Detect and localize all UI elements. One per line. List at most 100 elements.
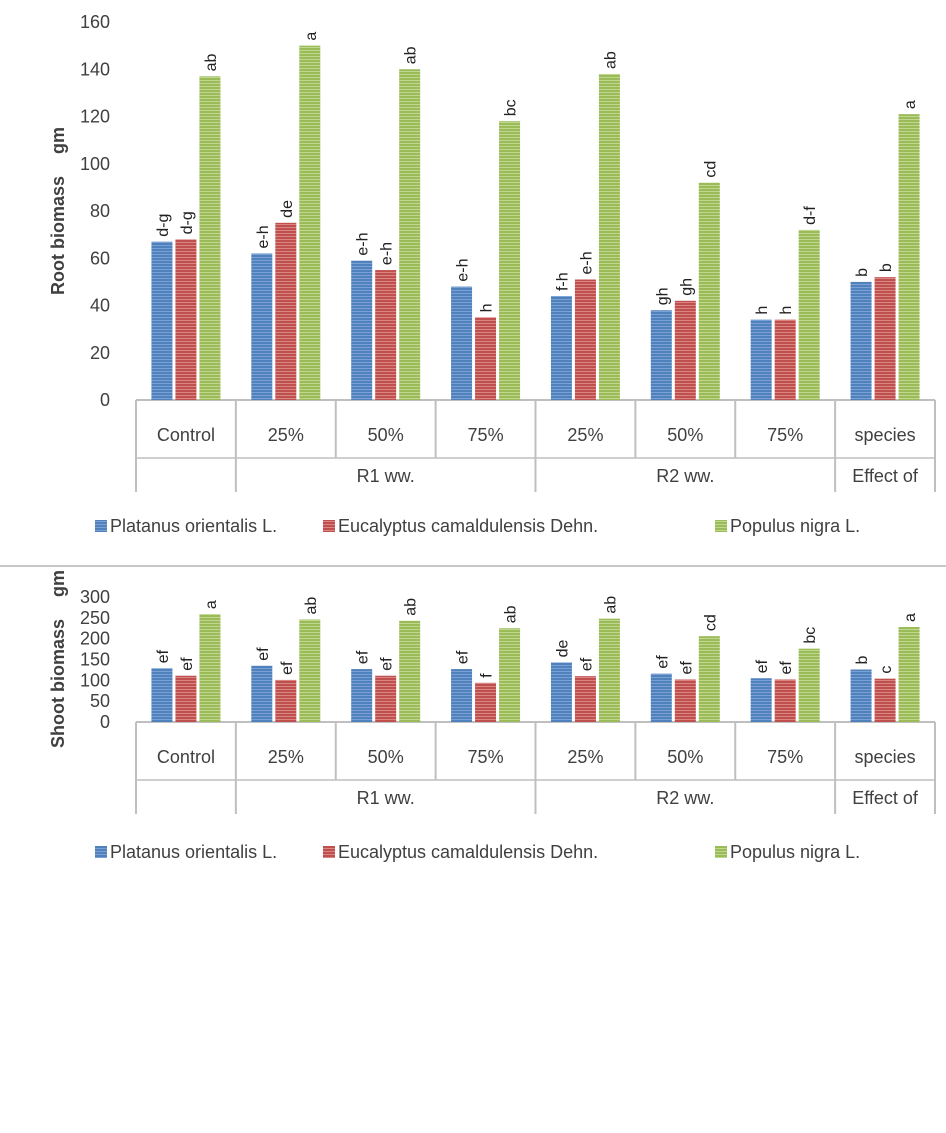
bar: [499, 121, 521, 400]
data-label: bc: [503, 99, 520, 116]
data-label: a: [303, 32, 320, 41]
bar: [574, 279, 596, 400]
y-tick-label: 140: [80, 59, 110, 79]
data-label: ef: [754, 659, 771, 673]
legend-swatch: [323, 846, 335, 858]
bar: [151, 668, 173, 722]
bar: [674, 300, 696, 400]
data-label: ef: [355, 650, 372, 664]
data-label: gh: [654, 287, 671, 305]
data-label: ab: [303, 597, 320, 615]
data-label: h: [479, 303, 496, 312]
bar: [275, 679, 297, 722]
x-tick-label: 75%: [767, 747, 803, 767]
y-tick-label: 200: [80, 629, 110, 649]
x-tick-label: 25%: [567, 425, 603, 445]
data-label: de: [279, 200, 296, 218]
bar: [550, 296, 572, 400]
bar: [598, 618, 620, 722]
x-tick-label: 50%: [667, 747, 703, 767]
data-label: ab: [602, 51, 619, 69]
group-label: R1 ww.: [357, 466, 415, 486]
data-label: ef: [578, 657, 595, 671]
data-label: h: [778, 306, 795, 315]
group-label: Effect of: [852, 466, 919, 486]
legend-swatch: [715, 846, 727, 858]
x-tick-label: 50%: [667, 425, 703, 445]
y-tick-label: 250: [80, 608, 110, 628]
data-label: b: [854, 268, 871, 277]
data-label: a: [902, 100, 919, 109]
group-label: R2 ww.: [656, 466, 714, 486]
x-tick-label: Control: [157, 425, 215, 445]
group-label: Effect of: [852, 788, 919, 808]
legend-label: Populus nigra L.: [730, 516, 860, 536]
bar: [598, 73, 620, 400]
data-label: a: [902, 613, 919, 622]
data-label: c: [878, 666, 895, 674]
bar: [175, 239, 197, 400]
data-label: bc: [802, 627, 819, 644]
y-tick-label: 100: [80, 154, 110, 174]
x-tick-label: 75%: [767, 425, 803, 445]
y-axis-unit: gm: [48, 127, 68, 154]
data-label: h: [754, 306, 771, 315]
data-label: ef: [255, 647, 272, 661]
data-label: b: [878, 263, 895, 272]
x-tick-label: 25%: [268, 425, 304, 445]
bar: [399, 69, 421, 400]
x-tick-label: species: [855, 425, 916, 445]
data-label: d-g: [155, 214, 172, 237]
y-tick-label: 160: [80, 12, 110, 32]
data-label: d-f: [802, 206, 819, 225]
bar: [375, 270, 397, 400]
data-label: ab: [203, 53, 220, 71]
y-axis-title: Shoot biomass gm: [48, 570, 68, 748]
group-label: R2 ww.: [656, 788, 714, 808]
group-label: R1 ww.: [357, 788, 415, 808]
y-axis-title-part: Root biomass: [48, 176, 68, 295]
bar: [351, 669, 373, 722]
bar: [650, 673, 672, 722]
y-tick-label: 120: [80, 107, 110, 127]
y-axis-title: Root biomass gm: [48, 127, 68, 295]
y-axis-title-part: Shoot biomass: [48, 619, 68, 748]
legend-label: Populus nigra L.: [730, 842, 860, 862]
bar: [299, 619, 321, 722]
data-label: de: [554, 640, 571, 658]
bar: [750, 678, 772, 722]
x-tick-label: 25%: [268, 747, 304, 767]
bar: [850, 281, 872, 400]
data-label: gh: [678, 278, 695, 296]
x-tick-label: 50%: [368, 425, 404, 445]
data-label: d-g: [179, 211, 196, 234]
data-label: b: [854, 656, 871, 665]
bar: [351, 260, 373, 400]
data-label: ef: [155, 649, 172, 663]
y-tick-label: 300: [80, 587, 110, 607]
bar: [299, 45, 321, 400]
data-label: ef: [179, 657, 196, 671]
bar: [798, 648, 820, 722]
bar: [774, 319, 796, 400]
data-label: ab: [602, 596, 619, 614]
y-axis-unit: gm: [48, 570, 68, 597]
data-label: cd: [702, 614, 719, 631]
x-tick-label: 75%: [468, 425, 504, 445]
legend-swatch: [95, 846, 107, 858]
y-tick-label: 40: [90, 296, 110, 316]
y-tick-label: 0: [100, 390, 110, 410]
data-label: a: [203, 600, 220, 609]
bar: [574, 676, 596, 722]
data-label: ef: [654, 655, 671, 669]
data-label: e-h: [455, 258, 472, 281]
data-label: e-h: [255, 225, 272, 248]
legend-swatch: [715, 520, 727, 532]
bar: [850, 669, 872, 722]
data-label: ab: [403, 46, 420, 64]
data-label: f-h: [554, 272, 571, 291]
y-tick-label: 20: [90, 343, 110, 363]
x-tick-label: 50%: [368, 747, 404, 767]
legend-label: Eucalyptus camaldulensis Dehn.: [338, 842, 598, 862]
bar: [898, 627, 920, 722]
